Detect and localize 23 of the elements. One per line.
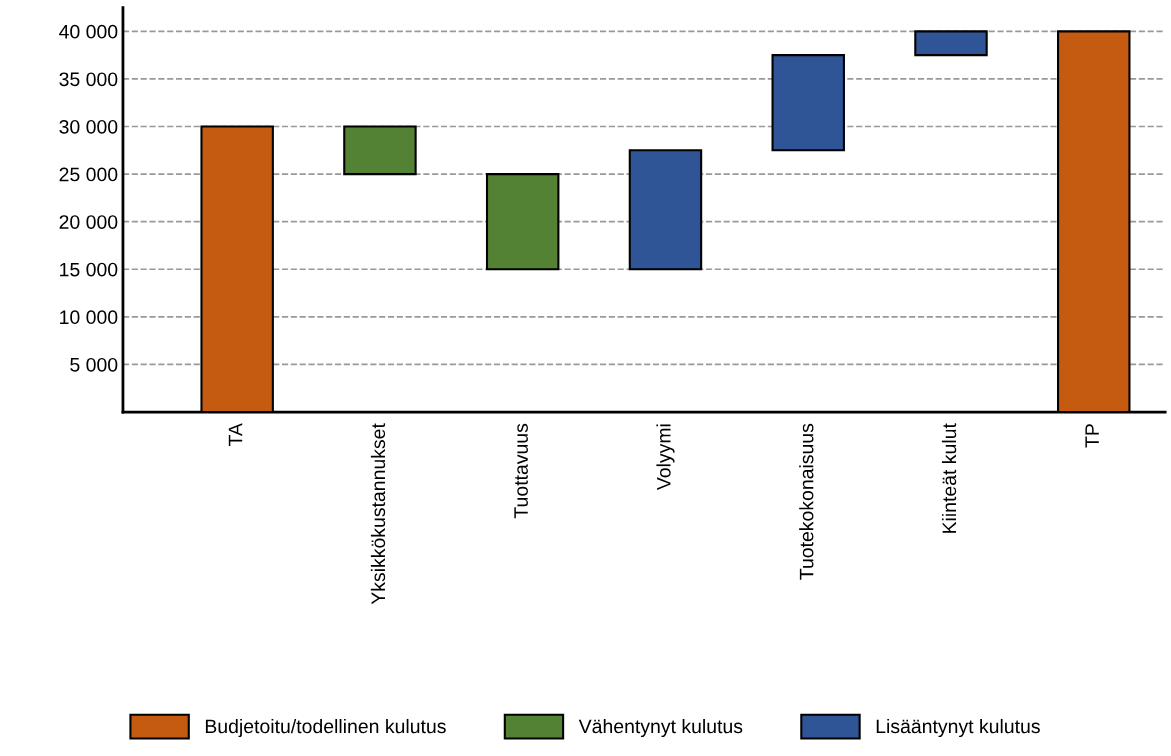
y-tick-label: 15 000 (60, 262, 118, 277)
y-tick-label: 40 000 (59, 24, 118, 39)
bar (343, 125, 417, 176)
legend-label: Budjetoitu/todellinen kulutus (205, 718, 446, 738)
x-tick-label: Kiinteät kulut (941, 423, 957, 533)
x-tick-label: TA (228, 423, 243, 447)
y-tick-label: 25 000 (59, 167, 118, 182)
y-tick-label: 30 000 (59, 119, 118, 134)
x-tick-label: TP (1085, 424, 1099, 448)
bar (485, 173, 560, 271)
bar (628, 149, 703, 271)
legend-label: Vähentynyt kulutus (578, 718, 743, 738)
y-tick-label: 20 000 (59, 215, 118, 229)
y-tick-label: 10 000 (60, 310, 118, 325)
bar (914, 30, 988, 57)
x-tick-label: Tuotekokonaisuus (799, 423, 814, 580)
y-tick-label: 35 000 (59, 72, 118, 87)
legend-label: Lisääntynyt kulutus (876, 718, 1040, 738)
y-tick-label: 5 000 (70, 357, 118, 372)
bar (771, 54, 845, 152)
x-tick-label: Tuottavuus (514, 423, 528, 519)
x-tick-label: Volyymi (656, 424, 675, 491)
x-tick-label: Yksikkökustannukset (370, 423, 386, 605)
